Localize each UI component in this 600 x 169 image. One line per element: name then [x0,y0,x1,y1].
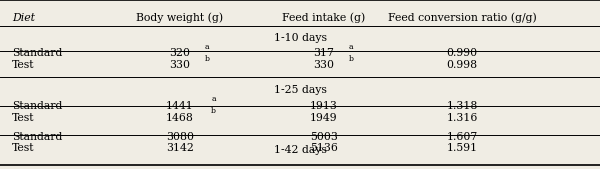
Text: 1441: 1441 [166,101,194,111]
Text: Body weight (g): Body weight (g) [136,13,224,23]
Text: 1.607: 1.607 [446,132,478,142]
Text: 1-25 days: 1-25 days [274,85,326,95]
Text: 1468: 1468 [166,113,194,123]
Text: 1-42 days: 1-42 days [274,144,326,155]
Text: a: a [349,43,353,51]
Text: Standard: Standard [12,132,62,142]
Text: Standard: Standard [12,101,62,111]
Text: 1913: 1913 [310,101,338,111]
Text: 3080: 3080 [166,132,194,142]
Text: 0.990: 0.990 [446,49,478,58]
Text: 1.318: 1.318 [446,101,478,111]
Text: Test: Test [12,113,35,123]
Text: Test: Test [12,143,35,153]
Text: 1949: 1949 [310,113,338,123]
Text: b: b [211,107,216,115]
Text: Test: Test [12,60,35,70]
Text: 320: 320 [170,49,191,58]
Text: 1.316: 1.316 [446,113,478,123]
Text: 1.591: 1.591 [446,143,478,153]
Text: Feed intake (g): Feed intake (g) [283,13,365,23]
Text: Diet: Diet [12,13,35,23]
Text: 330: 330 [314,60,335,70]
Text: b: b [205,55,209,63]
Text: 3142: 3142 [166,143,194,153]
Text: 5136: 5136 [310,143,338,153]
Text: 1-10 days: 1-10 days [274,33,326,43]
Text: Feed conversion ratio (g/g): Feed conversion ratio (g/g) [388,13,536,23]
Text: a: a [205,43,209,51]
Text: a: a [211,95,216,103]
Text: 5003: 5003 [310,132,338,142]
Text: Standard: Standard [12,49,62,58]
Text: 317: 317 [314,49,334,58]
Text: b: b [349,55,353,63]
Text: 330: 330 [170,60,191,70]
Text: 0.998: 0.998 [446,60,478,70]
